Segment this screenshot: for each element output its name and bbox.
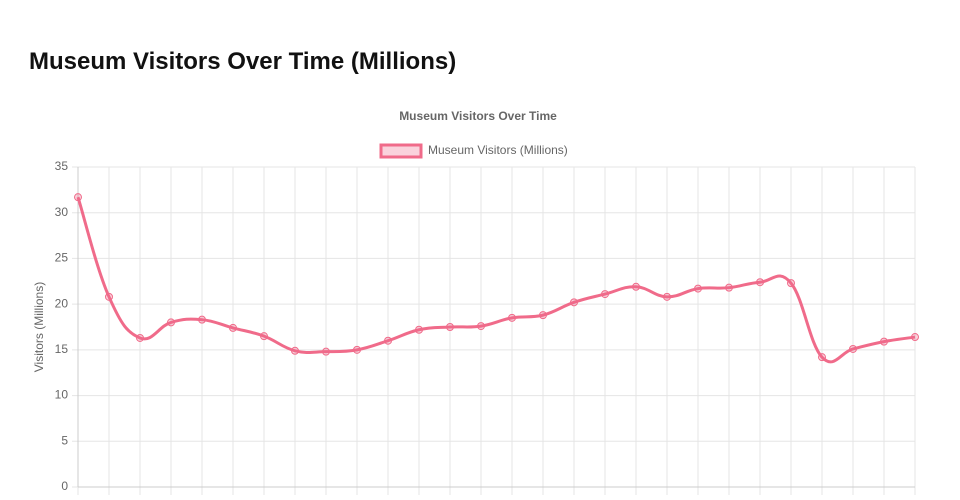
point: [632, 282, 640, 291]
y-tick-label: 35: [55, 159, 69, 173]
y-tick-label: 15: [55, 342, 69, 356]
point: [167, 318, 175, 327]
point: [539, 311, 547, 320]
point: [818, 353, 826, 362]
y-tick-label: 30: [55, 205, 69, 219]
y-tick-label: 25: [55, 251, 69, 265]
point: [198, 315, 206, 324]
y-tick-label: 20: [55, 296, 69, 310]
point: [694, 284, 702, 293]
point: [570, 298, 578, 307]
point: [508, 313, 516, 322]
point: [322, 347, 330, 356]
point: [260, 332, 268, 341]
point: [136, 333, 144, 342]
y-tick-label: 0: [61, 479, 68, 493]
point: [787, 279, 795, 288]
page-title: Museum Visitors Over Time (Millions): [29, 48, 457, 75]
point: [725, 283, 733, 292]
legend-swatch: [379, 143, 423, 159]
point: [291, 346, 299, 355]
point: [911, 333, 919, 342]
y-tick-label: 10: [55, 388, 69, 402]
point: [384, 336, 392, 345]
point: [446, 323, 454, 331]
point: [353, 345, 361, 354]
point: [601, 290, 609, 299]
legend-label: Museum Visitors (Millions): [428, 143, 568, 157]
point: [105, 292, 113, 301]
point: [477, 322, 485, 331]
chart-title: Museum Visitors Over Time: [399, 109, 557, 123]
point: [849, 344, 857, 353]
point: [880, 337, 888, 346]
y-axis-label: Visitors (Millions): [32, 282, 46, 372]
point: [663, 292, 671, 301]
y-tick-label: 5: [61, 433, 68, 447]
point: [756, 278, 764, 287]
point: [229, 323, 237, 332]
point: [74, 193, 82, 202]
point: [415, 325, 423, 334]
line: [76, 196, 916, 364]
